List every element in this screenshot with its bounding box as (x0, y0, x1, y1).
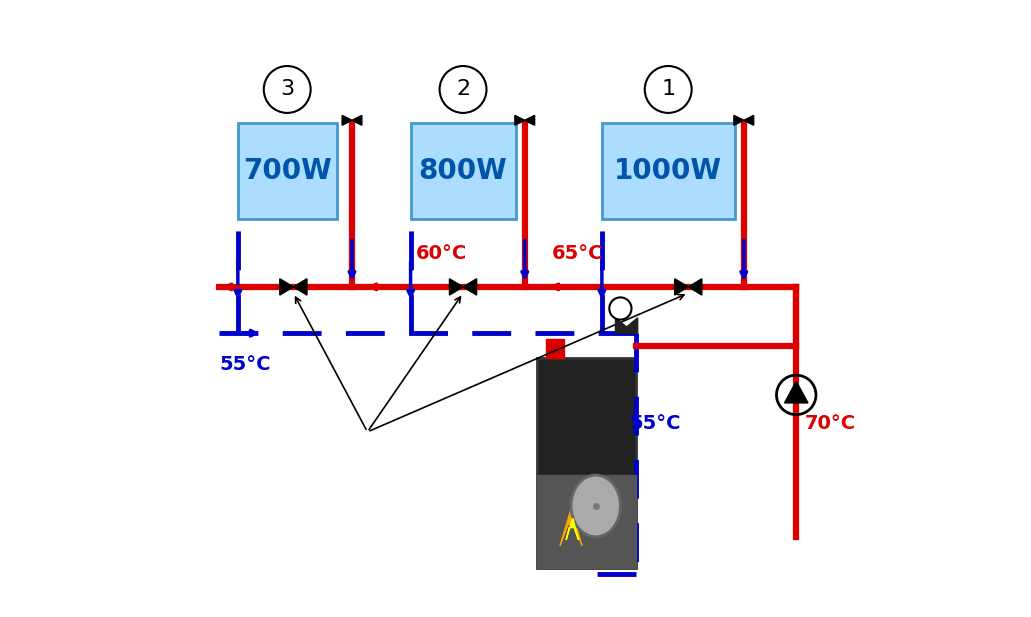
Text: 70°C: 70°C (804, 414, 856, 433)
Polygon shape (734, 115, 743, 125)
FancyBboxPatch shape (238, 123, 336, 219)
FancyBboxPatch shape (602, 123, 734, 219)
Text: 55°C: 55°C (630, 414, 681, 433)
FancyBboxPatch shape (543, 494, 614, 555)
Polygon shape (674, 279, 689, 295)
Polygon shape (560, 509, 583, 546)
Text: 700W: 700W (243, 157, 332, 185)
FancyBboxPatch shape (546, 339, 564, 358)
FancyBboxPatch shape (410, 123, 516, 219)
Polygon shape (352, 115, 362, 125)
Polygon shape (743, 115, 754, 125)
Polygon shape (279, 279, 294, 295)
Polygon shape (463, 279, 476, 295)
Polygon shape (450, 279, 463, 295)
Ellipse shape (571, 475, 621, 537)
Polygon shape (785, 381, 808, 403)
FancyBboxPatch shape (537, 358, 636, 568)
Text: 1000W: 1000W (614, 157, 722, 185)
Polygon shape (514, 115, 525, 125)
Polygon shape (342, 115, 352, 125)
Text: 800W: 800W (419, 157, 507, 185)
Text: 65°C: 65°C (552, 244, 603, 263)
Text: 2: 2 (456, 80, 470, 99)
Circle shape (609, 297, 632, 320)
Polygon shape (689, 279, 702, 295)
Polygon shape (537, 475, 636, 568)
Polygon shape (616, 318, 637, 333)
Text: 3: 3 (280, 80, 294, 99)
Polygon shape (566, 518, 578, 540)
Text: 1: 1 (661, 80, 675, 99)
Text: 55°C: 55°C (220, 355, 271, 374)
Polygon shape (525, 115, 535, 125)
Text: 60°C: 60°C (415, 244, 467, 263)
Polygon shape (294, 279, 307, 295)
